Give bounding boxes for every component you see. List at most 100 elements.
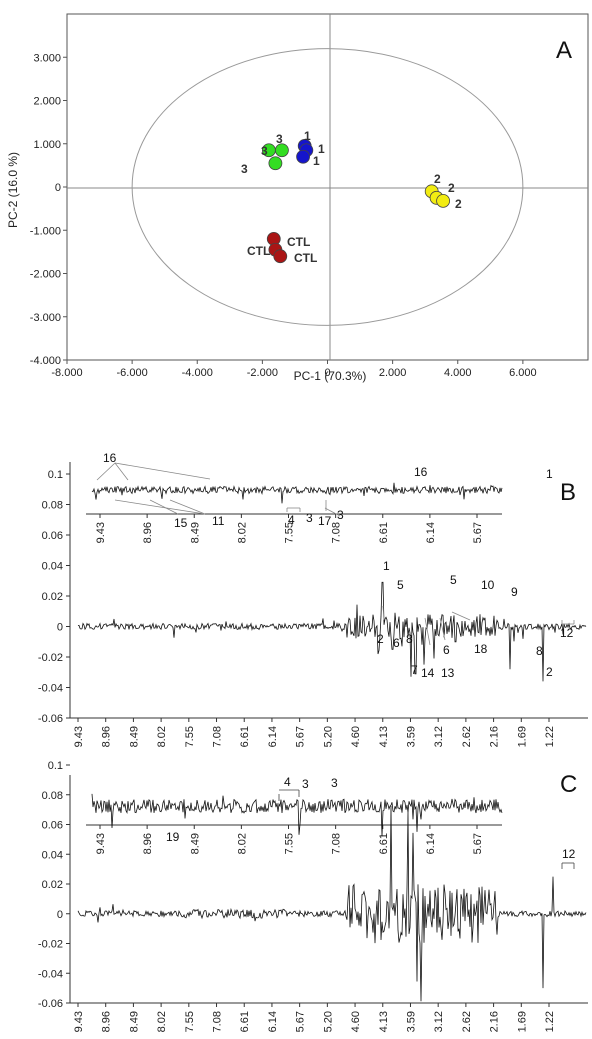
leader-line <box>424 617 431 646</box>
panel-b-loading-spectrum: 0.1 0.08 0.06 0.04 0.02 0 -0.02 -0.04 -0.06 9.43… <box>38 451 588 747</box>
peak-label: 9 <box>511 585 518 599</box>
tick-label: 5.67 <box>295 726 307 747</box>
point-label: CTL <box>247 244 270 258</box>
tick-label: 1.69 <box>516 726 528 747</box>
tick-label: 0 <box>57 622 63 634</box>
peak-label: 6 <box>443 643 450 657</box>
tick-label: 7.55 <box>184 726 196 747</box>
tick-label: -3.000 <box>30 312 61 324</box>
tick-label: 0.1 <box>48 760 63 772</box>
tick-label: 1.22 <box>544 1011 556 1032</box>
tick-label: 0.08 <box>42 500 63 512</box>
panel-c-inset-labels: 4 3 3 19 <box>166 775 338 844</box>
panel-a-x-axis-label: PC-1 (70.3%) <box>294 369 367 383</box>
tick-label: 7.08 <box>212 726 224 747</box>
point-label: 3 <box>261 144 268 158</box>
score-point <box>296 149 310 164</box>
tick-label: 9.43 <box>95 522 107 543</box>
peak-label: 1 <box>383 559 390 573</box>
panel-b-y-ticks: 0.1 0.08 0.06 0.04 0.02 0 -0.02 -0.04 -0.06 <box>38 469 70 725</box>
panel-b-x-ticks: 9.43 8.96 8.49 8.02 7.55 7.08 6.61 6.14 5.67 5.20… <box>73 718 556 747</box>
tick-label: 5.67 <box>295 1011 307 1032</box>
leader-line <box>149 499 179 515</box>
leader-line <box>114 462 129 481</box>
tick-label: 6.61 <box>239 1011 251 1032</box>
peak-label: 13 <box>441 666 455 680</box>
panel-a-points <box>261 139 450 264</box>
panel-c-y-ticks: 0.1 0.08 0.06 0.04 0.02 0 -0.02 -0.04 -0.06 <box>38 760 70 1010</box>
tick-label: -2.000 <box>30 269 61 281</box>
panel-b-inset-trace <box>91 482 503 504</box>
tick-label: 6.14 <box>425 833 437 854</box>
score-point <box>268 156 283 171</box>
tick-label: 9.43 <box>73 726 85 747</box>
point-label: 2 <box>455 197 462 211</box>
tick-label: 9.43 <box>95 833 107 854</box>
point-label: 3 <box>241 162 248 176</box>
tick-label: 7.55 <box>184 1011 196 1032</box>
panel-b-inset-labels: 16 16 15 11 4 3 17 3 <box>103 451 428 530</box>
tick-label: 0.04 <box>42 561 63 573</box>
tick-label: 4.13 <box>378 726 390 747</box>
panel-a-point-labels: 1 1 1 2 2 2 3 3 3 CTL CTL CTL <box>241 129 462 265</box>
tick-label: 1.22 <box>544 726 556 747</box>
peak-label: 16 <box>414 465 428 479</box>
panel-c-loading-spectrum: 0.1 0.08 0.06 0.04 0.02 0 -0.02 -0.04 -0.06 9.43… <box>38 760 588 1032</box>
peak-label: 3 <box>337 508 344 522</box>
tick-label: 7.55 <box>284 522 296 543</box>
panel-a-y-ticks: 3.000 2.000 1.000 0 -1.000 -2.000 -3.000 -4.000 <box>30 52 67 367</box>
tick-label: 2.62 <box>461 726 473 747</box>
tick-label: 0.08 <box>42 790 63 802</box>
tick-label: 7.08 <box>331 522 343 543</box>
tick-label: -8.000 <box>51 367 82 379</box>
tick-label: 6.61 <box>239 726 251 747</box>
tick-label: -0.04 <box>38 968 63 980</box>
peak-label: 6 <box>393 636 400 650</box>
tick-label: 6.61 <box>378 522 390 543</box>
panel-b-main-trace <box>77 581 587 682</box>
peak-label: 15 <box>174 516 188 530</box>
panel-a-plot-frame <box>66 13 589 361</box>
tick-label: 0.06 <box>42 820 63 832</box>
score-point <box>275 143 289 158</box>
tick-label: 0 <box>57 909 63 921</box>
peak-label: 17 <box>318 514 332 528</box>
peak-label: 1 <box>546 467 553 481</box>
leader-line <box>96 462 116 481</box>
tick-label: 6.14 <box>267 1011 279 1032</box>
tick-label: 0.02 <box>42 879 63 891</box>
point-label: 2 <box>434 172 441 186</box>
panel-b-label: B <box>560 479 576 506</box>
tick-label: -0.04 <box>38 683 63 695</box>
tick-label: 2.62 <box>461 1011 473 1032</box>
tick-label: 9.43 <box>73 1011 85 1032</box>
tick-label: 0 <box>55 182 61 194</box>
peak-label: 10 <box>481 578 495 592</box>
panel-b-peak-labels: 1 2 1 2 5 5 6 6 8 8 7 14 13 18 10 9 12 <box>377 467 574 680</box>
tick-label: 2.16 <box>489 726 501 747</box>
tick-label: 5.67 <box>472 833 484 854</box>
peak-label: 3 <box>302 777 309 791</box>
tick-label: 1.000 <box>33 139 61 151</box>
tick-label: 2.16 <box>489 1011 501 1032</box>
tick-label: 8.96 <box>101 1011 113 1032</box>
tick-label: -1.000 <box>30 225 61 237</box>
point-label: 1 <box>313 154 320 168</box>
peak-label: 5 <box>397 578 404 592</box>
tick-label: 8.96 <box>142 522 154 543</box>
tick-label: 4.60 <box>350 1011 362 1032</box>
leader-line <box>439 617 446 641</box>
tick-label: 8.02 <box>156 1011 168 1032</box>
tick-label: -6.000 <box>117 367 148 379</box>
tick-label: 8.49 <box>189 522 201 543</box>
tick-label: 0.02 <box>42 591 63 603</box>
peak-label: 11 <box>212 514 225 528</box>
peak-label: 8 <box>536 644 543 658</box>
panel-c-label: C <box>560 771 577 798</box>
tick-label: 8.96 <box>101 726 113 747</box>
score-point <box>436 193 450 208</box>
tick-label: 3.59 <box>405 726 417 747</box>
score-point <box>273 249 288 264</box>
peak-label: 12 <box>560 626 574 640</box>
